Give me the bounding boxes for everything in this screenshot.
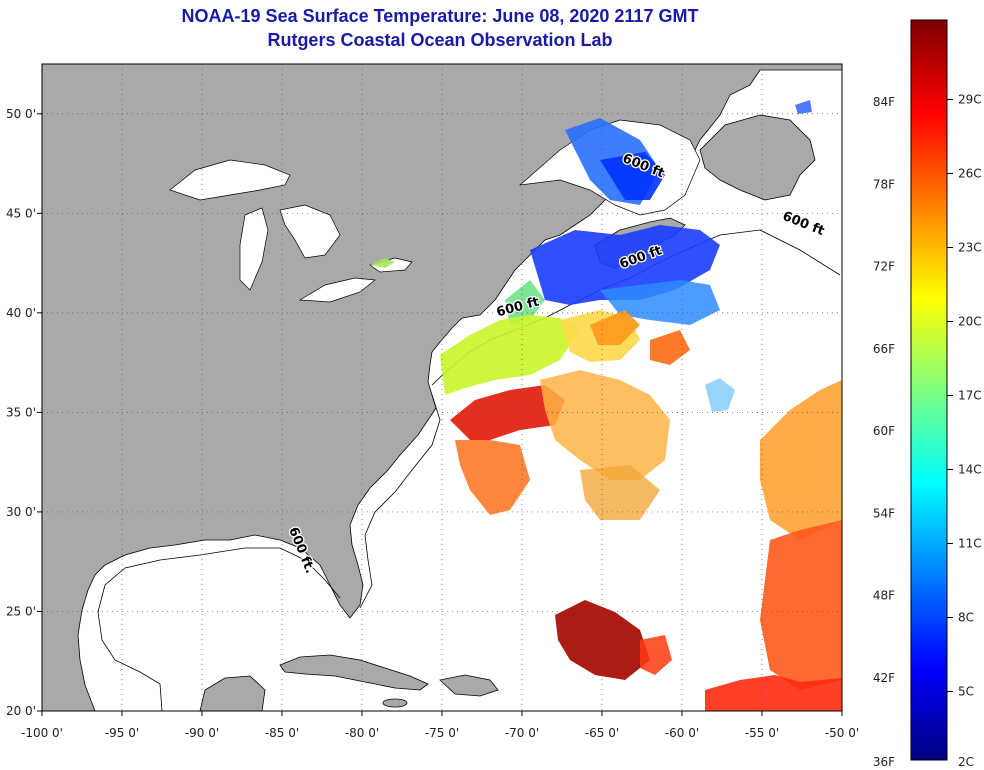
x-tick-label: -50 0': [825, 726, 859, 740]
colorbar-min-f: 36F: [873, 755, 895, 769]
y-tick-label: 50 0': [6, 107, 36, 121]
colorbar-f-label: 84F: [873, 95, 895, 109]
y-tick-label: 25 0': [6, 604, 36, 618]
colorbar-min-c: 2C: [958, 755, 974, 769]
x-tick-label: -75 0': [425, 726, 459, 740]
y-tick-label: 40 0': [6, 306, 36, 320]
colorbar-c-label: 14C: [958, 462, 982, 476]
colorbar-c-label: 5C: [958, 684, 974, 698]
land-newfoundland: [699, 114, 816, 201]
y-tick-label: 20 0': [6, 704, 36, 718]
colorbar-f-label: 48F: [873, 589, 895, 603]
colorbar-c-label: 8C: [958, 610, 974, 624]
x-tick-label: -65 0': [585, 726, 619, 740]
colorbar-f-label: 60F: [873, 424, 895, 438]
colorbar-c-label: 29C: [958, 92, 982, 106]
lake-michigan: [239, 207, 269, 291]
x-tick-label: -55 0': [745, 726, 779, 740]
colorbar-c-label: 20C: [958, 314, 982, 328]
lat-lon-grid: [42, 64, 842, 711]
colorbar-f-label: 66F: [873, 342, 895, 356]
lake-huron: [279, 204, 341, 259]
land-cuba: [279, 654, 429, 691]
x-tick-label: -60 0': [665, 726, 699, 740]
x-tick-label: -70 0': [505, 726, 539, 740]
colorbar-f-label: 42F: [873, 671, 895, 685]
y-tick-label: 30 0': [6, 505, 36, 519]
contour-600ft-south: [97, 547, 341, 711]
land-yucatan: [199, 675, 266, 711]
chart-title: NOAA-19 Sea Surface Temperature: June 08…: [181, 6, 699, 26]
colorbar-f-label: 78F: [873, 177, 895, 191]
colorbar-f-label: 72F: [873, 260, 895, 274]
x-tick-label: -100 0': [21, 726, 63, 740]
land-jamaica: [382, 698, 408, 708]
lake-erie: [298, 277, 376, 303]
colorbar-c-label: 11C: [958, 536, 982, 550]
x-tick-label: -90 0': [185, 726, 219, 740]
contour-600ft-east-coast: [359, 394, 441, 609]
colorbar-f-label: 54F: [873, 506, 895, 520]
lake-superior: [169, 159, 291, 201]
x-tick-label: -85 0': [265, 726, 299, 740]
chart-subtitle: Rutgers Coastal Ocean Observation Lab: [267, 30, 613, 50]
lake-ontario: [369, 257, 413, 273]
x-tick-label: -80 0': [345, 726, 379, 740]
colorbar-c-label: 23C: [958, 240, 982, 254]
sst-data: [370, 100, 842, 711]
colorbar-c-label: 26C: [958, 166, 982, 180]
x-tick-label: -95 0': [105, 726, 139, 740]
y-tick-label: 45 0': [6, 206, 36, 220]
colorbar: [910, 19, 948, 761]
colorbar-c-label: 17C: [958, 388, 982, 402]
y-tick-label: 35 0': [6, 405, 36, 419]
land-hispaniola: [439, 674, 499, 697]
